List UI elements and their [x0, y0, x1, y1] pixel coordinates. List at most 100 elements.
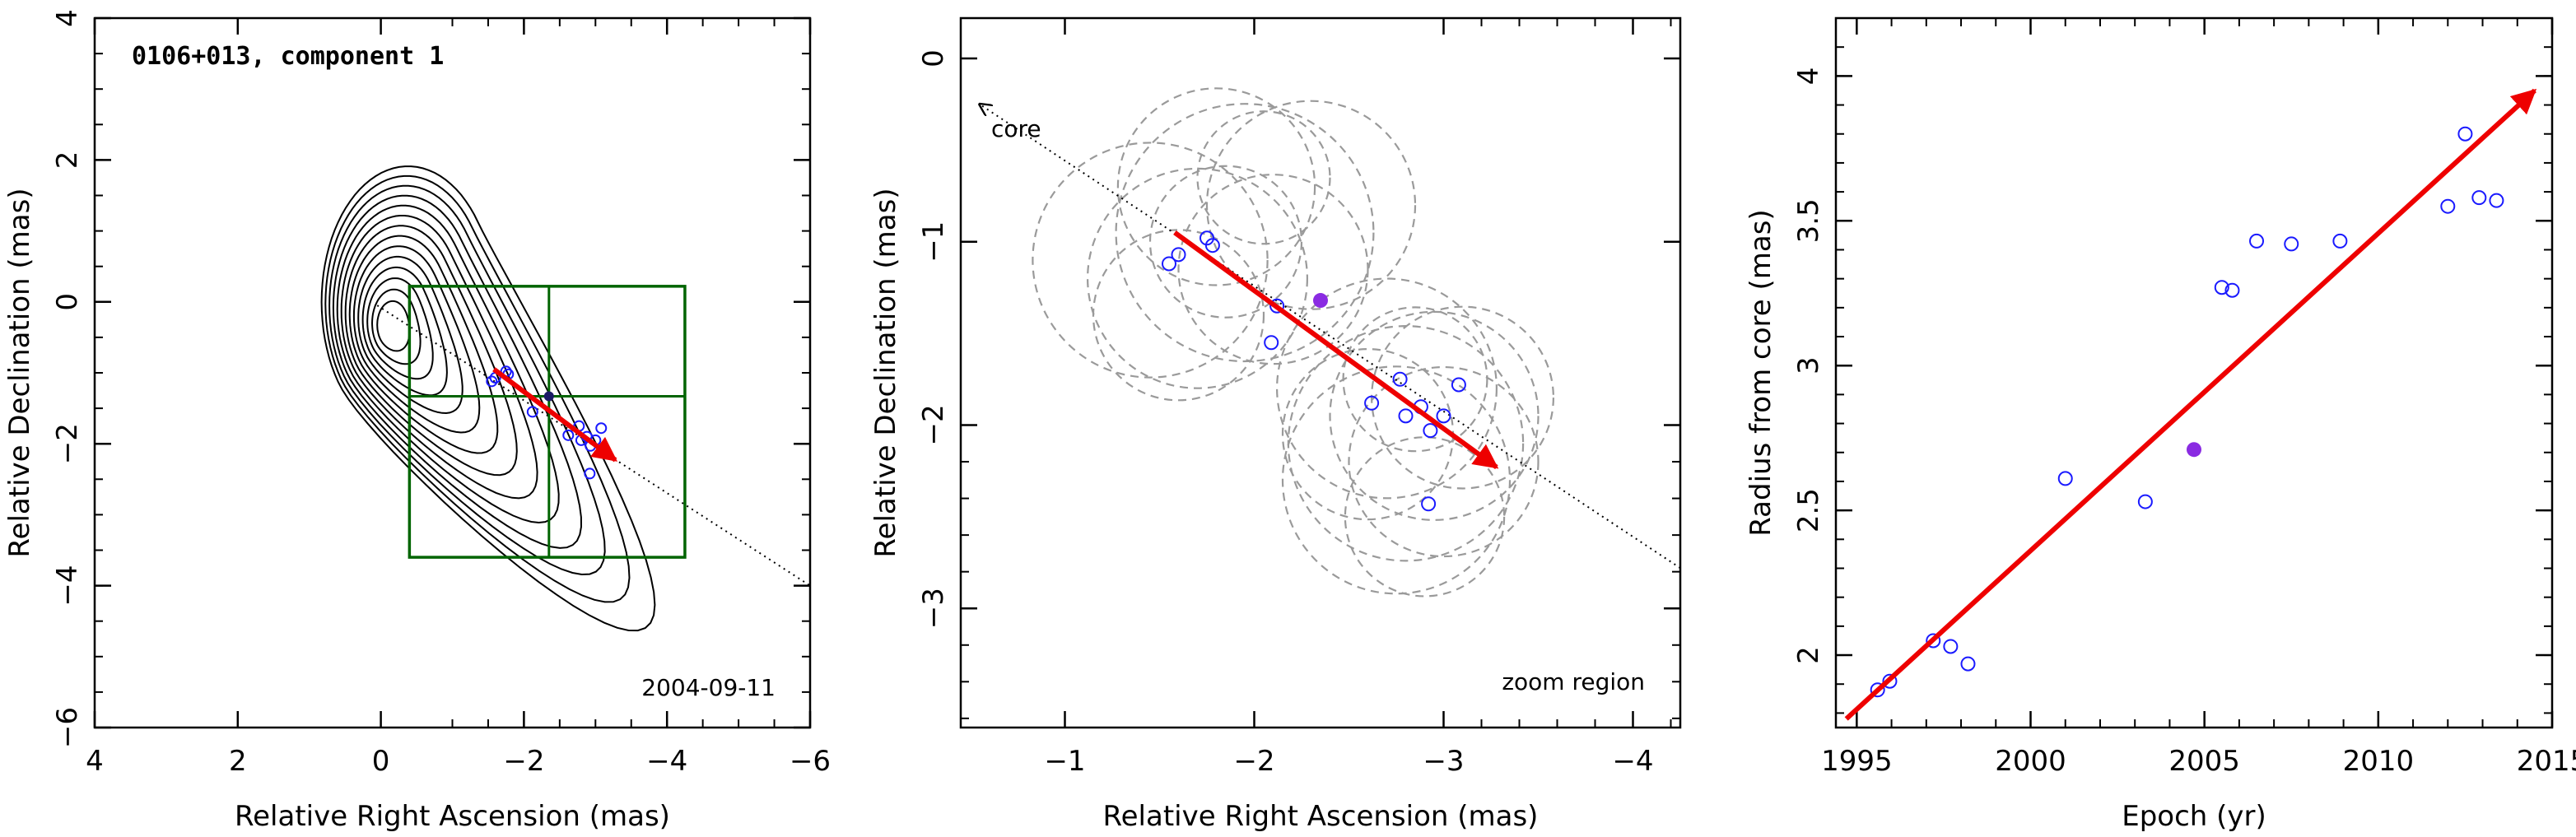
- data-point: [2457, 126, 2473, 142]
- y-axis-label: Relative Declination (mas): [869, 188, 902, 557]
- data-point: [1451, 377, 1466, 393]
- contour-line: [344, 225, 518, 477]
- highlighted-epoch-point: [2187, 442, 2201, 458]
- data-point: [1436, 408, 1451, 424]
- x-tick-label: 0: [372, 745, 390, 778]
- data-point: [2471, 190, 2487, 206]
- highlighted-epoch-point: [1313, 293, 1328, 309]
- plot-frame: [93, 16, 812, 729]
- error-circle: [1281, 365, 1512, 595]
- contour-line: [328, 184, 606, 576]
- data-point: [1204, 238, 1220, 253]
- x-tick-label: 1995: [1821, 745, 1893, 778]
- contour-line: [361, 266, 448, 397]
- x-tick-label: 4: [86, 745, 104, 778]
- data-point: [584, 467, 596, 480]
- contour-line: [366, 277, 434, 380]
- y-tick-label: 4: [1792, 67, 1825, 86]
- error-circle: [1275, 277, 1498, 500]
- data-point: [2440, 198, 2456, 214]
- contour-line: [348, 235, 499, 454]
- y-tick-label: 2.5: [1792, 488, 1825, 532]
- x-tick-label: −3: [1423, 745, 1464, 778]
- contour-line: [376, 300, 411, 352]
- motion-arrow: [1173, 230, 1499, 470]
- data-point: [2137, 494, 2153, 509]
- x-axis-label: Relative Right Ascension (mas): [1103, 800, 1539, 833]
- error-circle: [1177, 174, 1369, 365]
- x-tick-label: 2015: [2517, 745, 2576, 778]
- contour-line: [332, 194, 583, 549]
- x-tick-label: 2010: [2343, 745, 2415, 778]
- y-axis-label: Relative Declination (mas): [3, 188, 36, 557]
- data-point: [526, 406, 538, 418]
- contour-line: [320, 165, 656, 632]
- error-circle: [1348, 365, 1540, 558]
- x-tick-label: −1: [1044, 745, 1085, 778]
- y-tick-label: −2: [917, 404, 950, 445]
- data-point: [2214, 280, 2229, 295]
- y-tick-label: 2: [51, 151, 84, 170]
- x-tick-label: −2: [1233, 745, 1274, 778]
- error-circle: [1115, 103, 1375, 363]
- data-point: [486, 375, 498, 388]
- zoom-region-label: zoom region: [1502, 668, 1645, 695]
- data-point: [1171, 247, 1186, 263]
- data-point: [2489, 193, 2504, 208]
- error-circle: [1344, 436, 1506, 598]
- error-circle: [1148, 165, 1303, 319]
- zoom-region-box: [408, 285, 687, 559]
- data-point: [1882, 673, 1898, 689]
- y-tick-label: 0: [51, 293, 84, 311]
- y-tick-label: −1: [917, 221, 950, 263]
- y-tick-label: 3: [1792, 356, 1825, 374]
- contour-line: [336, 204, 560, 524]
- panel-zoom-region: −1 −2 −3 −4 0 −1 −2 −3 Relative Right Ascension …: [869, 16, 1682, 833]
- error-circle: [1086, 167, 1308, 389]
- core-label: core: [991, 115, 1041, 142]
- y-tick-label: −3: [917, 588, 950, 629]
- data-point: [2224, 282, 2240, 298]
- epoch-annotation: 2004-09-11: [641, 674, 776, 701]
- y-tick-label: −4: [51, 565, 84, 607]
- error-circle: [1032, 142, 1269, 379]
- box-center-marker: [543, 391, 554, 402]
- plot-frame: [1834, 16, 2554, 729]
- plot-frame: [959, 16, 1682, 729]
- y-tick-label: −6: [51, 707, 84, 748]
- data-point: [1269, 298, 1285, 314]
- data-point: [1264, 335, 1279, 351]
- contour-line: [324, 174, 631, 603]
- linear-fit-arrow: [1844, 88, 2537, 721]
- data-point: [1162, 256, 1176, 272]
- data-point: [1421, 496, 1437, 512]
- data-point: [1398, 408, 1414, 424]
- data-point: [1960, 656, 1976, 672]
- error-circle: [1370, 305, 1554, 490]
- y-tick-label: 4: [51, 9, 84, 27]
- error-circle: [1116, 87, 1316, 286]
- data-point: [2249, 233, 2265, 249]
- contour-line: [370, 288, 422, 365]
- contour-line: [357, 255, 463, 415]
- motion-arrow: [492, 367, 618, 463]
- y-axis-label: Radius from core (mas): [1745, 209, 1777, 536]
- x-tick-label: −6: [790, 745, 831, 778]
- data-point: [1392, 371, 1408, 387]
- data-point: [1364, 395, 1380, 411]
- error-circle: [1092, 229, 1265, 402]
- x-tick-label: 2000: [1995, 745, 2066, 778]
- data-point: [1423, 423, 1438, 439]
- data-point: [595, 422, 608, 435]
- y-tick-label: 0: [917, 49, 950, 67]
- panel-radius-vs-epoch: 1995 2000 2005 2010 2015 2 2.5 3 3.5 4 Epoch (yr) R…: [1745, 16, 2576, 833]
- x-tick-label: 2005: [2168, 745, 2240, 778]
- data-point: [1926, 633, 1941, 649]
- contour-line: [340, 215, 538, 500]
- data-point: [562, 429, 575, 441]
- error-circle: [1205, 100, 1417, 310]
- x-tick-label: 2: [229, 745, 247, 778]
- plot-area: [320, 165, 810, 632]
- data-point: [1870, 682, 1885, 698]
- data-point: [2332, 233, 2348, 249]
